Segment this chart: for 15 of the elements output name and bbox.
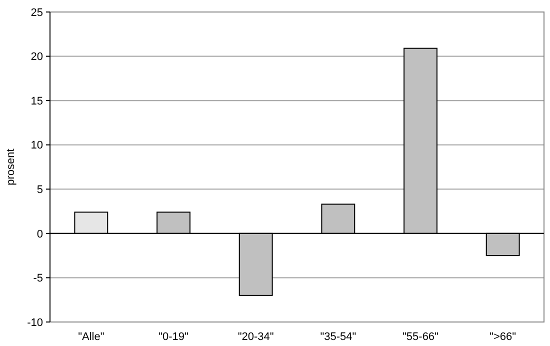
y-tick-label: -10	[27, 316, 43, 329]
y-tick-label: 15	[30, 95, 43, 108]
x-tick-label: "Alle"	[78, 331, 104, 343]
y-tick-label: 5	[36, 184, 43, 196]
x-tick-label: "20-34"	[238, 331, 274, 343]
x-tick-label: "55-66"	[402, 331, 439, 343]
x-tick-label: "0-19"	[158, 331, 189, 343]
x-tick-label: ">66"	[490, 331, 516, 343]
y-tick-label: 20	[30, 51, 43, 64]
y-tick-label: 25	[30, 6, 43, 19]
y-axis-title: prosent	[5, 148, 17, 186]
y-tick-label: -5	[33, 272, 43, 285]
y-tick-label: 10	[30, 140, 43, 152]
x-tick-label: "35-54"	[320, 331, 356, 343]
y-tick-label: 0	[36, 228, 43, 240]
